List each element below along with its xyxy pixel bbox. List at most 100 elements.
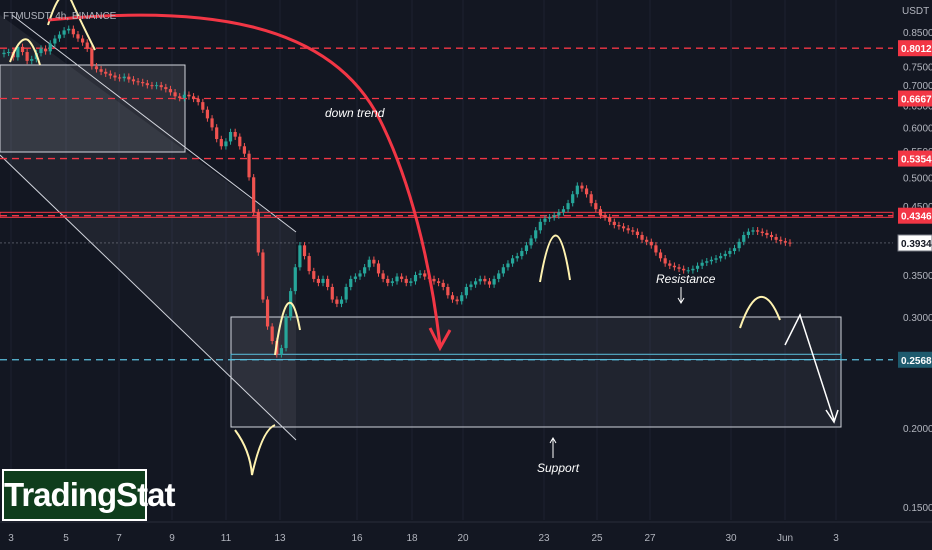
candle-body [48, 43, 52, 52]
x-tick-label: 13 [274, 533, 286, 544]
candle-body [381, 273, 385, 279]
candle-body [547, 217, 552, 219]
candle-body [478, 278, 482, 282]
candle-body [307, 256, 311, 272]
candle-body [409, 281, 413, 283]
candle-body [85, 42, 89, 49]
candle-body [293, 267, 297, 292]
projection-arrowhead [825, 409, 839, 424]
x-tick-label: 11 [221, 533, 232, 544]
candle-body [483, 278, 487, 282]
downtrend-arrow [47, 13, 442, 346]
y-tick-label: 0.8500 [903, 28, 932, 39]
candle-body [349, 278, 353, 287]
candle-body [594, 203, 598, 210]
candle-body [215, 127, 219, 140]
candle-body [238, 136, 242, 147]
channel-lower-line [0, 154, 297, 441]
y-tick-label: 0.1500 [903, 503, 932, 514]
candle-body [67, 28, 71, 31]
candle-body [316, 278, 320, 283]
x-tick-label: 5 [63, 533, 69, 544]
candle-body [418, 273, 422, 275]
y-tick-label: 0.6500 [903, 102, 932, 113]
candle-body [108, 73, 112, 76]
candle-body [159, 85, 163, 88]
candle-body [640, 235, 644, 240]
candle-body [501, 267, 505, 274]
peak-curve-top [47, 0, 96, 51]
candle-body [580, 185, 584, 189]
candle-body [783, 241, 787, 243]
y-axis-unit: USDT [902, 6, 929, 17]
candle-body [30, 59, 34, 61]
candle-body [677, 267, 681, 269]
consolidation-box-upper [0, 64, 186, 153]
candle-body [487, 281, 492, 285]
y-tick-label: 0.2000 [903, 424, 932, 435]
candle-body [187, 94, 191, 97]
candle-body [117, 77, 122, 79]
x-tick-label: 23 [538, 533, 550, 544]
candle-body [631, 230, 635, 232]
support-band [230, 353, 842, 361]
y-tick-label: 0.7000 [903, 81, 932, 92]
candle-body [298, 245, 302, 268]
candle-body [113, 75, 117, 78]
candle-body [626, 228, 630, 231]
candle-body [566, 203, 570, 210]
x-tick-label: 9 [169, 533, 175, 544]
candle-body [534, 230, 538, 239]
resistance-pointer-head [677, 297, 685, 304]
candle-body [746, 231, 750, 236]
candle-body [645, 239, 649, 242]
candle-body [191, 96, 196, 99]
range-box [230, 316, 842, 428]
candle-body [779, 239, 783, 242]
price-tag [897, 234, 932, 252]
candle-body [672, 265, 677, 268]
price-tag-label: 0.3934 [901, 239, 932, 250]
candle-body [474, 281, 478, 285]
candle-body [769, 235, 774, 238]
candle-body [404, 278, 408, 283]
candle-body [233, 131, 237, 137]
candle-body [529, 238, 533, 246]
candle-body [131, 79, 136, 82]
candle-body [446, 286, 450, 296]
candle-body [353, 276, 357, 279]
candle-body [224, 141, 228, 147]
candle-body [742, 235, 746, 242]
channel-upper-line [11, 14, 297, 233]
price-tag [898, 90, 932, 107]
candle-body [122, 76, 126, 79]
candle-body [57, 34, 62, 39]
candle-body [390, 281, 394, 283]
price-tag-label: 0.5354 [901, 155, 932, 166]
price-tag [898, 150, 932, 167]
candle-body [654, 245, 658, 253]
candle-body [168, 89, 173, 93]
candle-body [709, 259, 713, 262]
candle-body [145, 83, 149, 86]
price-tags: 0.8012 0.6667 0.5354 0.4346 0.3934 0.2568 [897, 40, 932, 368]
candle-body [127, 76, 131, 80]
candle-body [62, 30, 66, 35]
candle-body [400, 276, 404, 279]
price-tag-label: 0.8012 [901, 44, 932, 55]
candle-body [695, 265, 700, 269]
candle-body [649, 241, 653, 246]
candles [2, 25, 792, 358]
candle-body [141, 82, 145, 84]
symbol-label: FTMUSDT, 4h, BINANCE [3, 11, 117, 22]
candle-body [737, 241, 741, 249]
resistance-label: Resistance [656, 272, 716, 286]
projection-path [784, 313, 835, 421]
x-tick-label: 3 [8, 533, 14, 544]
candle-body [71, 28, 75, 35]
candle-body [705, 261, 709, 263]
candle-body [270, 326, 274, 342]
candle-body [668, 263, 672, 266]
x-tick-label: 18 [406, 533, 418, 544]
